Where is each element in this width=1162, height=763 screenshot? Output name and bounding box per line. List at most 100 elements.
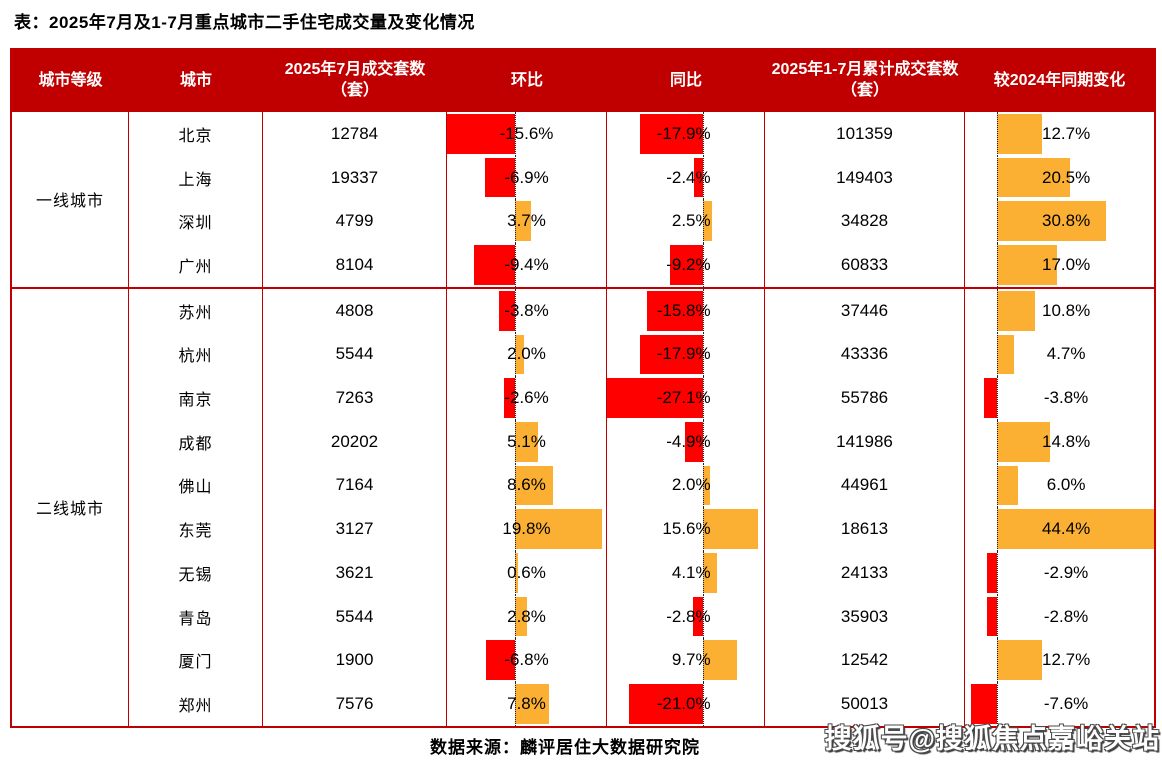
jul-count-cell: 4808 — [263, 288, 447, 333]
table-header-row: 城市等级 城市 2025年7月成交套数（套） 环比 同比 2025年1-7月累计成交套数（… — [12, 50, 1154, 112]
mom-value-label: 5.1% — [507, 431, 546, 451]
zero-baseline — [515, 243, 517, 287]
city-cell: 广州 — [129, 243, 263, 287]
zero-baseline — [997, 155, 999, 200]
yoy-value-label: -17.9% — [656, 123, 711, 143]
vs-bar — [987, 553, 998, 593]
yoy-bar — [639, 334, 703, 375]
vs-value-label: 14.8% — [1042, 431, 1091, 451]
city-cell: 上海 — [129, 155, 263, 200]
vs-value-label: 20.5% — [1042, 167, 1091, 187]
city-cell: 苏州 — [129, 288, 263, 333]
data-source-note: 数据来源：麟评居住大数据研究院 — [430, 738, 700, 757]
vs-bar — [983, 378, 998, 418]
zero-baseline — [997, 507, 999, 552]
vs-bar — [997, 421, 1050, 462]
mom-value-label: 0.6% — [507, 562, 546, 582]
yoy-value-label: -4.9% — [666, 431, 711, 451]
jul-count-cell: 19337 — [263, 155, 447, 200]
mom-bar — [447, 114, 516, 154]
zero-baseline — [997, 112, 999, 156]
city-cell: 深圳 — [129, 199, 263, 244]
zero-baseline — [702, 376, 704, 420]
mom-bar-cell: -6.8% — [447, 638, 607, 683]
vs-bar-cell: 6.0% — [965, 463, 1154, 508]
mom-value-label: 8.6% — [507, 475, 546, 495]
yoy-bar — [702, 509, 758, 550]
mom-bar-cell: 0.6% — [447, 551, 607, 595]
vs-bar — [997, 509, 1154, 550]
city-cell: 青岛 — [129, 594, 263, 639]
vs-bar-cell: 4.7% — [965, 332, 1154, 377]
zero-baseline — [702, 288, 704, 333]
yoy-bar-cell: -21.0% — [607, 682, 765, 726]
mom-bar-cell: 7.8% — [447, 682, 607, 726]
mom-bar — [515, 684, 550, 724]
mom-value-label: -3.8% — [504, 300, 549, 320]
city-cell: 东莞 — [129, 507, 263, 552]
yoy-value-label: -21.0% — [656, 693, 711, 713]
vs-bar-cell: -3.8% — [965, 376, 1154, 420]
yoy-bar-cell: 9.7% — [607, 638, 765, 683]
zero-baseline — [997, 199, 999, 244]
city-cell: 成都 — [129, 419, 263, 464]
yoy-bar — [628, 684, 703, 724]
zero-baseline — [515, 112, 517, 156]
yoy-bar — [702, 201, 712, 242]
yoy-bar — [607, 378, 703, 418]
zero-baseline — [515, 199, 517, 244]
cumulative-count-cell: 55786 — [765, 376, 965, 420]
zero-baseline — [997, 551, 999, 595]
zero-baseline — [997, 594, 999, 639]
jul-count-cell: 3621 — [263, 551, 447, 595]
yoy-value-label: 15.6% — [662, 519, 711, 539]
yoy-value-label: 2.5% — [671, 211, 711, 231]
zero-baseline — [515, 376, 517, 420]
mom-bar-cell: -6.9% — [447, 155, 607, 200]
jul-count-cell: 7576 — [263, 682, 447, 726]
tier1-group: 一线城市 北京 12784 -15.6% -17.9% 101359 12.7% 上海 1933… — [12, 112, 1154, 287]
yoy-value-label: 4.1% — [671, 562, 711, 582]
zero-baseline — [702, 332, 704, 377]
vs-value-label: 4.7% — [1046, 344, 1086, 364]
mom-bar-cell: 2.8% — [447, 594, 607, 639]
mom-bar — [515, 421, 538, 462]
zero-baseline — [515, 551, 517, 595]
yoy-bar-cell: -9.2% — [607, 243, 765, 287]
jul-count-cell: 3127 — [263, 507, 447, 552]
jul-count-cell: 4799 — [263, 199, 447, 244]
cumulative-count-cell: 43336 — [765, 332, 965, 377]
vs-bar — [997, 465, 1019, 506]
vs-bar-cell: 20.5% — [965, 155, 1154, 200]
zero-baseline — [997, 243, 999, 287]
zero-baseline — [997, 376, 999, 420]
header-cell-2: 2025年7月成交套数（套） — [284, 61, 426, 99]
header-cell-1: 城市 — [179, 71, 212, 89]
zero-baseline — [702, 155, 704, 200]
vs-value-label: 17.0% — [1042, 254, 1091, 274]
zero-baseline — [515, 594, 517, 639]
cumulative-count-cell: 50013 — [765, 682, 965, 726]
zero-baseline — [997, 638, 999, 683]
zero-baseline — [702, 551, 704, 595]
yoy-value-label: 9.7% — [671, 650, 711, 670]
yoy-bar — [694, 157, 703, 198]
mom-value-label: 3.7% — [507, 211, 546, 231]
mom-value-label: 7.8% — [507, 693, 546, 713]
city-cell: 厦门 — [129, 638, 263, 683]
vs-bar-cell: 17.0% — [965, 243, 1154, 287]
mom-bar-cell: 2.0% — [447, 332, 607, 377]
yoy-bar-cell: -27.1% — [607, 376, 765, 420]
jul-count-cell: 1900 — [263, 638, 447, 683]
mom-value-label: -9.4% — [504, 254, 549, 274]
mom-value-label: 2.8% — [507, 606, 546, 626]
zero-baseline — [515, 463, 517, 508]
vs-value-label: 12.7% — [1042, 650, 1091, 670]
jul-count-cell: 5544 — [263, 332, 447, 377]
vs-value-label: -7.6% — [1043, 693, 1089, 713]
cumulative-count-cell: 18613 — [765, 507, 965, 552]
mom-bar — [515, 465, 553, 506]
zero-baseline — [702, 638, 704, 683]
cumulative-count-cell: 149403 — [765, 155, 965, 200]
